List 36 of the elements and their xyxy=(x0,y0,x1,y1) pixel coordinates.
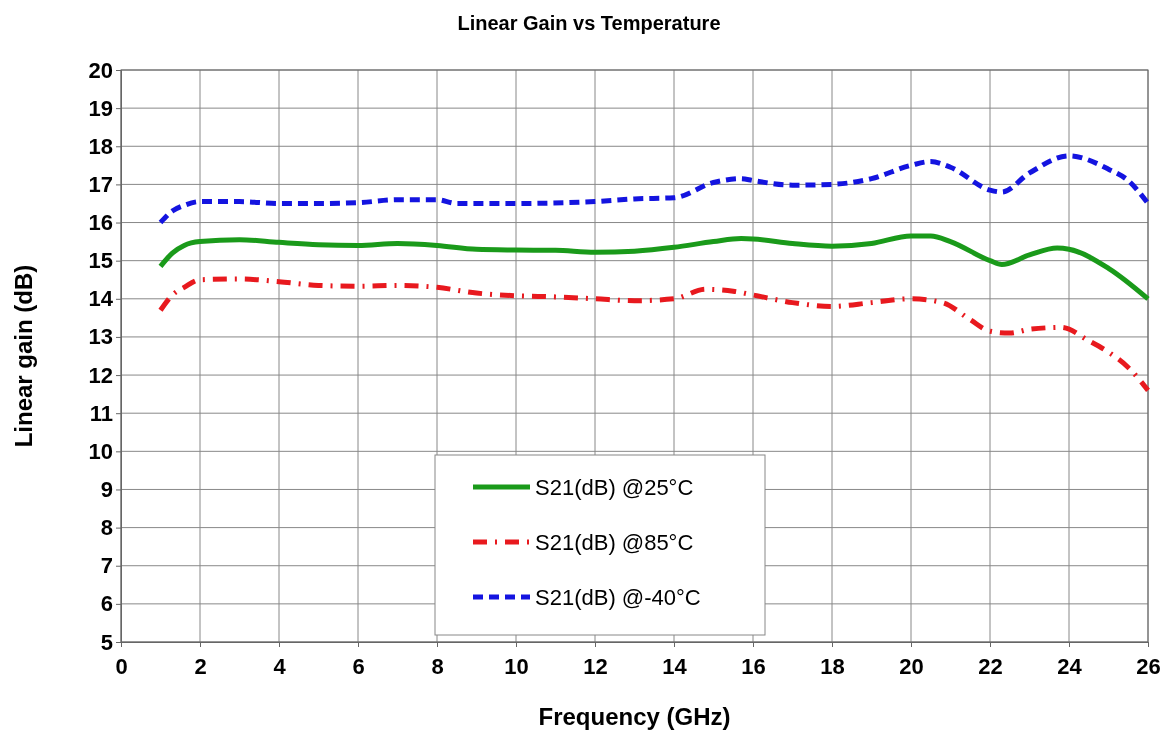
y-tick-label: 5 xyxy=(100,629,113,655)
y-tick-label: 19 xyxy=(88,95,113,121)
legend-label: S21(dB) @-40°C xyxy=(535,585,701,610)
x-tick-label: 26 xyxy=(1136,654,1161,680)
x-tick-label: 20 xyxy=(899,654,924,680)
y-tick-label: 11 xyxy=(89,400,113,426)
x-axis-title: Frequency (GHz) xyxy=(538,703,731,730)
x-tick-label: 12 xyxy=(583,654,608,680)
y-tick-label: 14 xyxy=(88,286,114,312)
y-tick-label: 15 xyxy=(88,248,113,274)
y-tick-label: 20 xyxy=(88,57,113,83)
x-tick-label: 6 xyxy=(352,654,365,680)
y-axis-title: Linear gain (dB) xyxy=(10,264,37,448)
y-tick-label: 16 xyxy=(88,210,113,236)
y-tick-label: 8 xyxy=(100,515,113,541)
x-tick-label: 10 xyxy=(504,654,529,680)
chart-title: Linear Gain vs Temperature xyxy=(457,12,721,34)
x-tick-label: 0 xyxy=(115,654,128,680)
y-tick-label: 17 xyxy=(88,171,113,197)
x-tick-label: 22 xyxy=(978,654,1003,680)
legend-label: S21(dB) @85°C xyxy=(535,530,694,555)
y-tick-label: 12 xyxy=(88,362,113,388)
x-tick-label: 8 xyxy=(431,654,444,680)
x-tick-label: 18 xyxy=(820,654,845,680)
x-tick-label: 24 xyxy=(1057,654,1083,680)
y-tick-label: 7 xyxy=(100,553,113,579)
x-tick-label: 14 xyxy=(662,654,688,680)
y-tick-label: 13 xyxy=(88,324,113,350)
x-tick-label: 4 xyxy=(273,654,287,680)
y-tick-label: 9 xyxy=(100,477,113,503)
y-tick-label: 10 xyxy=(88,438,113,464)
y-tick-label: 18 xyxy=(88,133,113,159)
x-tick-label: 16 xyxy=(741,654,766,680)
x-tick-label: 2 xyxy=(194,654,207,680)
legend-label: S21(dB) @25°C xyxy=(535,475,694,500)
y-tick-label: 6 xyxy=(100,591,113,617)
